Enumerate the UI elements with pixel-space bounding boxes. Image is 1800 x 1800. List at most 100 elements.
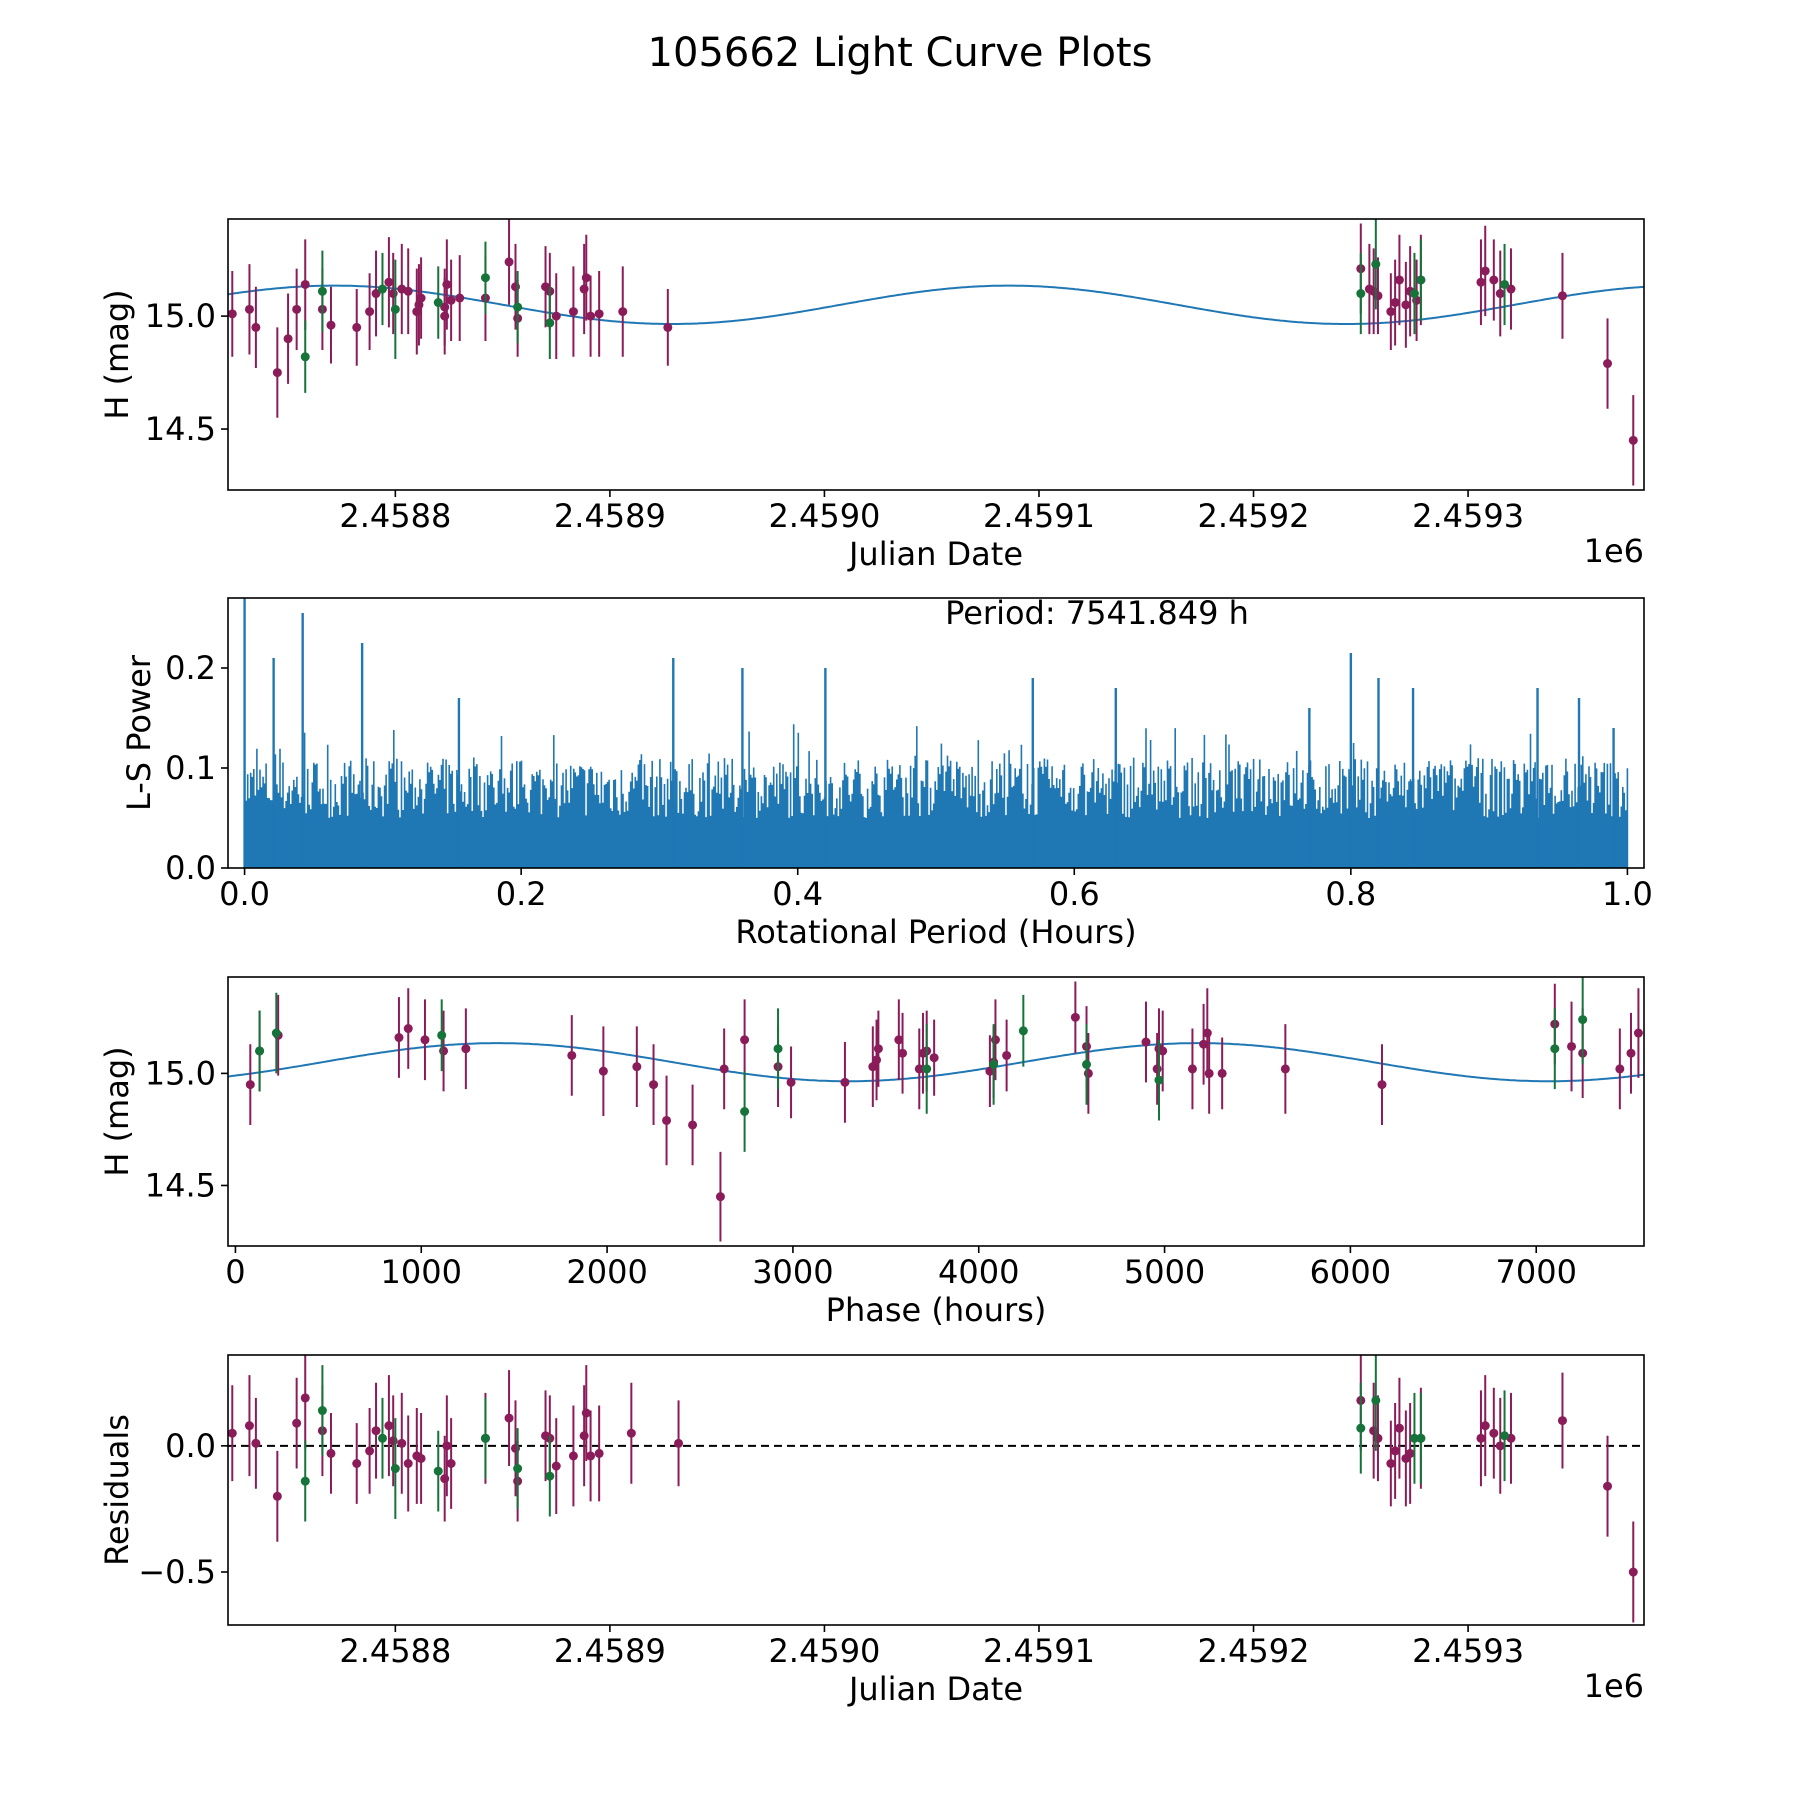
- phase-data-point: [914, 1064, 924, 1074]
- lc-axes-frame: [227, 218, 1645, 491]
- lc-data-point: [433, 298, 443, 308]
- phase-data-point: [894, 1035, 904, 1045]
- res-xtick-label: 2.4593: [1412, 1632, 1524, 1670]
- res-xlabel: Julian Date: [847, 1670, 1023, 1708]
- res-data-point: [1495, 1441, 1505, 1451]
- lc-data-point: [317, 286, 327, 296]
- res-data-point: [326, 1448, 336, 1458]
- ls-spectrum-fill: [244, 823, 1628, 868]
- res-data-point: [377, 1433, 387, 1443]
- phase-data-point: [1204, 1068, 1214, 1078]
- res-data-point: [545, 1471, 555, 1481]
- res-data-point: [1373, 1433, 1383, 1443]
- phase-data-point: [1217, 1068, 1227, 1078]
- lc-data-point: [551, 311, 561, 321]
- phase-data-point: [688, 1120, 698, 1130]
- lc-data-point: [1495, 289, 1505, 299]
- res-data-point: [579, 1431, 589, 1441]
- phase-data-point: [715, 1192, 725, 1202]
- phase-data-point: [773, 1044, 783, 1054]
- ls-plot-area: [243, 598, 1629, 868]
- res-offset-label: 1e6: [1584, 1667, 1644, 1705]
- lc-data-point: [1390, 298, 1400, 308]
- lc-data-point: [594, 309, 604, 319]
- phase-data-point: [1187, 1064, 1197, 1074]
- ls-axes-frame: [227, 597, 1645, 869]
- lc-data-point: [352, 322, 362, 332]
- lc-xtick-label: 2.4588: [339, 497, 451, 535]
- lc-data-point: [545, 318, 555, 328]
- phase-data-point: [598, 1066, 608, 1076]
- lc-ylabel: H (mag): [98, 289, 136, 419]
- lc-data-point: [1371, 259, 1381, 269]
- res-data-point: [1480, 1421, 1490, 1431]
- phase-data-point: [989, 1059, 999, 1069]
- phase-data-point: [1578, 1015, 1588, 1025]
- res-data-point: [292, 1418, 302, 1428]
- lc-data-point: [365, 307, 375, 317]
- phase-data-point: [719, 1064, 729, 1074]
- phase-data-point: [1550, 1044, 1560, 1054]
- res-data-point: [390, 1464, 400, 1474]
- res-data-point: [352, 1459, 362, 1469]
- phase-data-point: [439, 1046, 449, 1056]
- lc-plot-area: [228, 219, 1644, 486]
- res-data-point: [1386, 1459, 1396, 1469]
- lc-data-point: [1489, 275, 1499, 285]
- lc-xtick-label: 2.4592: [1198, 497, 1310, 535]
- res-data-point: [1603, 1481, 1613, 1491]
- lc-xtick-label: 2.4591: [983, 497, 1095, 535]
- phase-data-point: [922, 1064, 932, 1074]
- res-data-point: [440, 1474, 450, 1484]
- phase-series-filter-b: [255, 977, 1588, 1152]
- lc-data-point: [390, 304, 400, 314]
- lc-data-point: [581, 273, 591, 283]
- res-data-point: [251, 1438, 261, 1448]
- lc-data-point: [300, 352, 310, 362]
- phase-xtick-label: 4000: [938, 1253, 1019, 1291]
- ls-ytick-label: 0.1: [165, 749, 216, 787]
- lc-data-point: [586, 311, 596, 321]
- lc-offset-label: 1e6: [1584, 532, 1644, 570]
- lc-data-point: [1394, 275, 1404, 285]
- ls-xtick-label: 0.6: [1049, 875, 1100, 913]
- phase-data-point: [632, 1062, 642, 1072]
- res-data-point: [388, 1436, 398, 1446]
- res-data-point: [1394, 1423, 1404, 1433]
- lc-ytick-label: 14.5: [145, 410, 216, 448]
- res-data-point: [674, 1438, 684, 1448]
- phase-data-point: [420, 1035, 430, 1045]
- lc-data-point: [1416, 275, 1426, 285]
- phase-plot-area: [228, 977, 1644, 1242]
- res-plot-area: [228, 1355, 1644, 1623]
- res-data-point: [568, 1451, 578, 1461]
- res-data-point: [365, 1446, 375, 1456]
- res-xtick-label: 2.4590: [768, 1632, 880, 1670]
- lc-xtick-label: 2.4589: [554, 497, 666, 535]
- lc-data-point: [244, 304, 254, 314]
- res-data-point: [384, 1421, 394, 1431]
- res-data-point: [1390, 1446, 1400, 1456]
- phase-data-point: [873, 1044, 883, 1054]
- res-data-point: [300, 1393, 310, 1403]
- res-data-point: [513, 1464, 523, 1474]
- phase-data-point: [929, 1053, 939, 1063]
- res-data-point: [397, 1438, 407, 1448]
- res-data-point: [1489, 1428, 1499, 1438]
- phase-data-point: [461, 1044, 471, 1054]
- phase-ytick-label: 14.5: [145, 1166, 216, 1204]
- lc-data-point: [1386, 307, 1396, 317]
- phase-data-point: [1082, 1059, 1092, 1069]
- res-data-point: [1409, 1433, 1419, 1443]
- phase-xtick-label: 3000: [752, 1253, 833, 1291]
- lc-data-point: [579, 284, 589, 294]
- res-panel: 2.4588 2.4589 2.4590 2.4591 2.4592 2.4593 −0.5…: [98, 1354, 1645, 1708]
- lc-data-point: [377, 284, 387, 294]
- phase-data-point: [740, 1035, 750, 1045]
- phase-data-point: [1154, 1075, 1164, 1085]
- ls-xtick-label: 0.4: [772, 875, 823, 913]
- phase-xtick-label: 2000: [566, 1253, 647, 1291]
- res-data-point: [300, 1476, 310, 1486]
- phase-data-point: [1377, 1080, 1387, 1090]
